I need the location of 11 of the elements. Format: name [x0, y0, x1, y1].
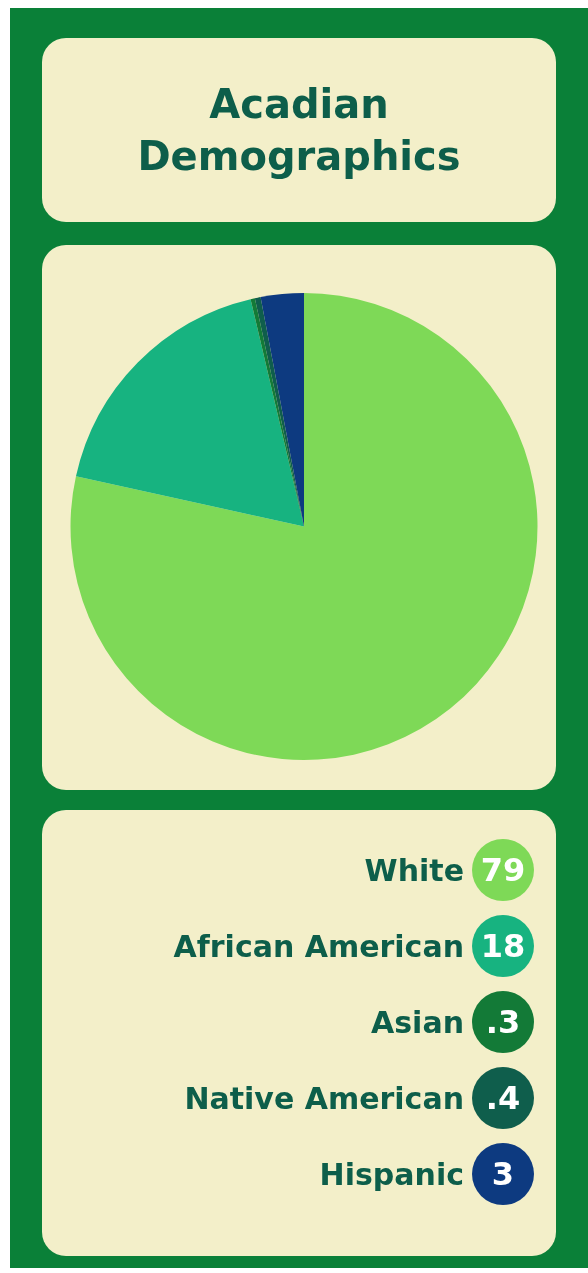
data-label: 79	[472, 839, 534, 901]
chart-title: Acadian Demographics	[136, 80, 462, 181]
legend-label: Native American	[184, 1080, 464, 1116]
data-label: 3	[472, 1143, 534, 1205]
data-label: 18	[472, 915, 534, 977]
legend-label: Hispanic	[319, 1156, 464, 1192]
data-label: .3	[472, 991, 534, 1053]
legend-label: African American	[173, 928, 464, 964]
legend-label: White	[364, 852, 464, 888]
data-label: .4	[472, 1067, 534, 1129]
legend-label: Asian	[371, 1004, 464, 1040]
